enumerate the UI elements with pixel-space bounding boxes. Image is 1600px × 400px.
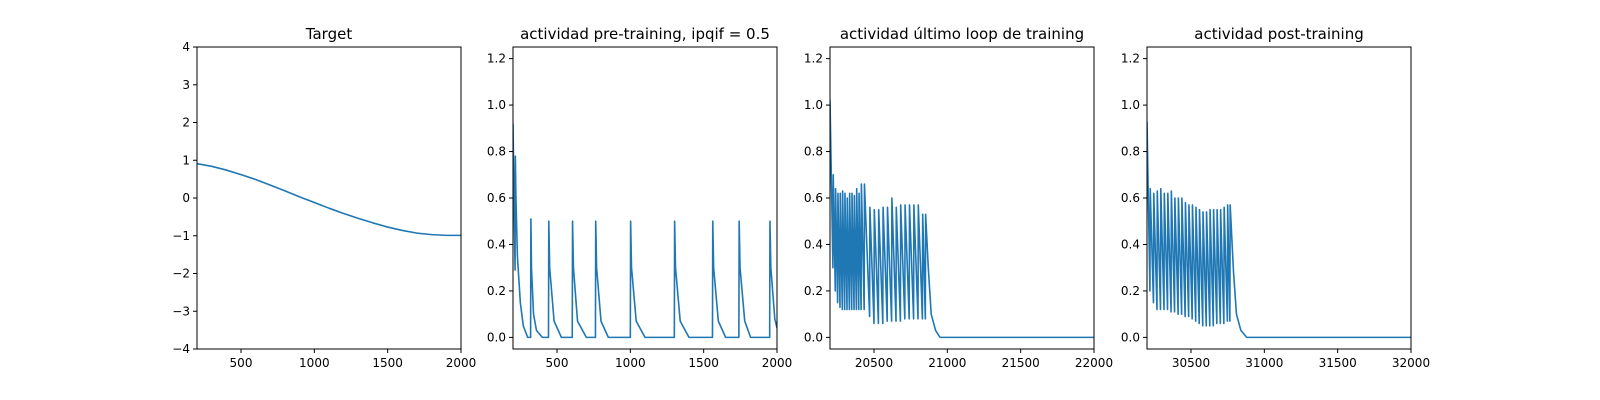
x-tick-label: 30500 xyxy=(1172,356,1210,370)
y-tick-label: 2 xyxy=(182,116,190,130)
x-tick-label: 32000 xyxy=(1392,356,1430,370)
y-tick-label: 0.0 xyxy=(487,330,506,344)
y-tick-label: −1 xyxy=(172,229,190,243)
x-tick-label: 31000 xyxy=(1245,356,1283,370)
y-tick-label: 0.6 xyxy=(1121,191,1140,205)
x-tick-label: 1500 xyxy=(372,356,403,370)
y-tick-label: 0 xyxy=(182,191,190,205)
y-tick-label: 1.2 xyxy=(487,52,506,66)
y-tick-label: 0.4 xyxy=(487,237,506,251)
y-tick-label: 0.6 xyxy=(804,191,823,205)
x-tick-label: 21000 xyxy=(928,356,966,370)
y-tick-label: −2 xyxy=(172,267,190,281)
panel-title: Target xyxy=(305,25,353,43)
x-tick-label: 1500 xyxy=(688,356,719,370)
y-tick-label: 1.0 xyxy=(1121,98,1140,112)
x-tick-label: 500 xyxy=(546,356,569,370)
y-tick-label: 4 xyxy=(182,40,190,54)
series-line xyxy=(830,100,1094,339)
panel-target: Target 500 1000 1500 2000 −4 −3 −2 −1 0 1 2 3 4 xyxy=(172,25,476,370)
y-tick-label: 0.8 xyxy=(1121,145,1140,159)
y-tick-label: 0.2 xyxy=(487,284,506,298)
y-tick-label: 3 xyxy=(182,78,190,92)
plot-area xyxy=(513,47,777,349)
series-line xyxy=(1147,121,1411,339)
x-tick-label: 31500 xyxy=(1319,356,1357,370)
plot-area xyxy=(197,47,461,349)
y-tick-label: 1.0 xyxy=(804,98,823,112)
x-tick-label: 1000 xyxy=(299,356,330,370)
x-tick-label: 500 xyxy=(230,356,253,370)
y-tick-label: 0.2 xyxy=(1121,284,1140,298)
y-tick-label: 1 xyxy=(182,153,190,167)
y-tick-label: 1.2 xyxy=(804,52,823,66)
y-tick-label: 0.4 xyxy=(804,237,823,251)
x-tick-label: 22000 xyxy=(1075,356,1113,370)
y-tick-label: 0.6 xyxy=(487,191,506,205)
y-tick-label: 0.8 xyxy=(487,145,506,159)
panel-title: actividad último loop de training xyxy=(840,25,1084,43)
x-tick-label: 2000 xyxy=(762,356,793,370)
x-tick-label: 20500 xyxy=(855,356,893,370)
y-tick-label: 0.8 xyxy=(804,145,823,159)
y-tick-label: −3 xyxy=(172,304,190,318)
panel-title: actividad pre-training, ipqif = 0.5 xyxy=(520,25,770,43)
y-tick-label: 0.0 xyxy=(1121,330,1140,344)
panel-last-training-loop: actividad último loop de training 20500 2… xyxy=(804,25,1113,370)
panel-title: actividad post-training xyxy=(1194,25,1363,43)
panel-pre-training: actividad pre-training, ipqif = 0.5 500 1… xyxy=(487,25,792,370)
y-tick-label: −4 xyxy=(172,342,190,356)
panel-post-training: actividad post-training 30500 31000 31500 3… xyxy=(1121,25,1430,370)
plot-area xyxy=(1147,47,1411,349)
y-tick-label: 1.2 xyxy=(1121,52,1140,66)
y-tick-label: 0.2 xyxy=(804,284,823,298)
series-line xyxy=(197,162,461,237)
x-tick-label: 2000 xyxy=(446,356,477,370)
x-tick-label: 1000 xyxy=(615,356,646,370)
series-line xyxy=(513,123,777,339)
x-tick-label: 21500 xyxy=(1002,356,1040,370)
y-tick-label: 1.0 xyxy=(487,98,506,112)
y-tick-label: 0.4 xyxy=(1121,237,1140,251)
y-tick-label: 0.0 xyxy=(804,330,823,344)
